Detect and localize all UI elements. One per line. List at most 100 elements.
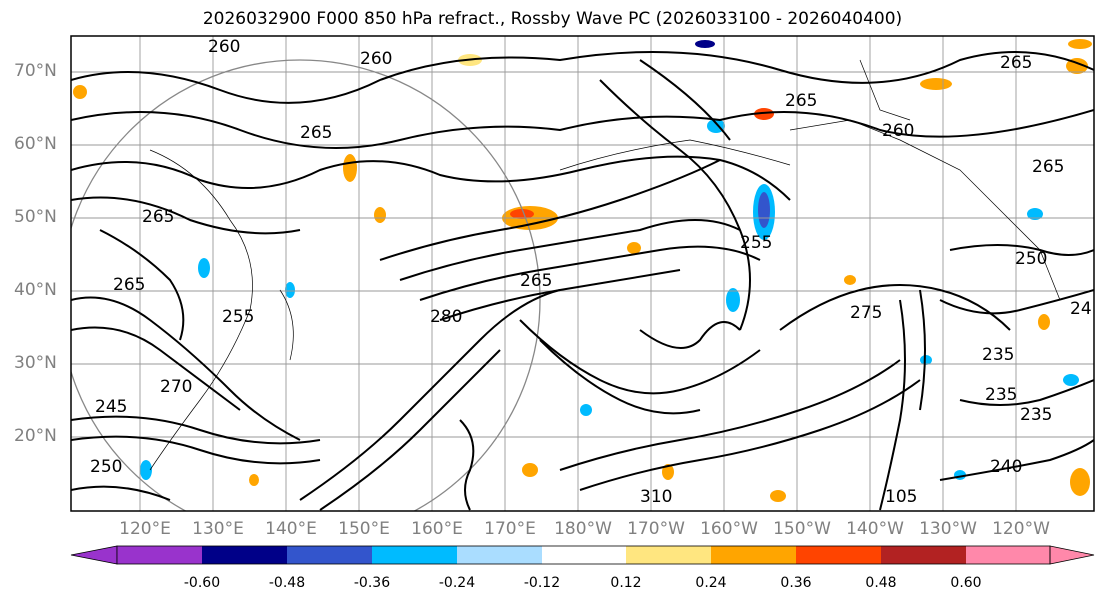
colorbar-tick-label: 0.60 xyxy=(950,575,982,591)
colorbar-tick-label: 0.12 xyxy=(610,575,642,591)
contour-label: 235 xyxy=(982,345,1014,365)
lat-label: 50°N xyxy=(14,207,57,227)
anomaly-patch xyxy=(249,474,259,486)
contour-label: 250 xyxy=(1015,249,1047,269)
contour-label: 265 xyxy=(785,91,817,111)
colorbar-segment xyxy=(202,546,287,564)
anomaly-patch xyxy=(343,154,357,182)
colorbar-segment xyxy=(372,546,457,564)
colorbar-tick-label: 0.24 xyxy=(695,575,727,591)
colorbar-tick-label: -0.12 xyxy=(523,575,561,591)
lon-label: 130°E xyxy=(192,519,244,539)
contour-label: 265 xyxy=(520,271,552,291)
contour-label: 270 xyxy=(160,377,192,397)
anomaly-patch xyxy=(844,275,856,285)
contour-label: 265 xyxy=(1000,53,1032,73)
anomaly-patch xyxy=(1068,39,1092,49)
contour-labels: 260 260 265 265 255 265 260 265 265 255 … xyxy=(90,37,1092,507)
lon-label: 170°W xyxy=(627,519,685,539)
anomaly-patch xyxy=(140,460,152,480)
contour-label: 260 xyxy=(360,49,392,69)
colorbar-segment xyxy=(966,546,1050,564)
contour-label: 240 xyxy=(990,457,1022,477)
lon-label: 150°W xyxy=(773,519,831,539)
colorbar-segment xyxy=(796,546,881,564)
colorbar-segment xyxy=(626,546,711,564)
contour-label: 265 xyxy=(1032,157,1064,177)
contour-label: 255 xyxy=(740,233,772,253)
anomaly-patch xyxy=(580,404,592,416)
colorbar-outline xyxy=(116,545,1051,565)
colorbar-tick-label: -0.60 xyxy=(183,575,221,591)
colorbar-tick-label: -0.48 xyxy=(268,575,306,591)
lon-label: 140°E xyxy=(265,519,317,539)
anomaly-patch xyxy=(627,242,641,254)
anomaly-patch xyxy=(754,108,774,120)
lon-label: 140°W xyxy=(846,519,904,539)
colorbar-tick-label: -0.24 xyxy=(438,575,476,591)
lat-label: 70°N xyxy=(14,61,57,81)
colorbar-segment xyxy=(457,546,542,564)
contour-label: 265 xyxy=(300,123,332,143)
anomaly-patch xyxy=(1027,208,1043,220)
anomaly-patch xyxy=(726,288,740,312)
lon-label: 120°W xyxy=(992,519,1050,539)
lon-label: 130°W xyxy=(919,519,977,539)
colorbar-segment xyxy=(117,546,202,564)
contour-label: 245 xyxy=(95,397,127,417)
anomaly-patch xyxy=(374,207,386,223)
contour-label: 260 xyxy=(882,121,914,141)
anomaly-patch xyxy=(662,464,674,480)
anomaly-patch xyxy=(522,463,538,477)
contour-label: 265 xyxy=(142,207,174,227)
contour-label: 280 xyxy=(430,307,462,327)
colorbar-segment xyxy=(881,546,966,564)
lat-label: 20°N xyxy=(14,426,57,446)
colorbar-tick-label: 0.36 xyxy=(780,575,812,591)
contour-label: 24 xyxy=(1070,299,1092,319)
contour-label: 310 xyxy=(640,487,672,507)
lat-label: 30°N xyxy=(14,353,57,373)
contour-label: 235 xyxy=(985,385,1017,405)
colorbar-segment xyxy=(287,546,372,564)
contour-label: 105 xyxy=(885,487,917,507)
contour-label: 235 xyxy=(1020,405,1052,425)
lon-label: 120°E xyxy=(119,519,171,539)
anomaly-patch xyxy=(285,282,295,298)
colorbar-segment xyxy=(711,546,796,564)
lon-label: 180°W xyxy=(554,519,612,539)
contour-label: 255 xyxy=(222,307,254,327)
colorbar-extend-right xyxy=(1049,545,1095,565)
map-title: 2026032900 F000 850 hPa refract., Rossby… xyxy=(202,9,903,29)
colorbar-tick-label: 0.48 xyxy=(865,575,897,591)
lat-label: 60°N xyxy=(14,134,57,154)
anomaly-patch xyxy=(920,78,952,90)
anomaly-patch xyxy=(695,40,715,48)
map-frame xyxy=(70,35,1095,512)
colorbar-segment xyxy=(542,546,626,564)
lat-label: 40°N xyxy=(14,280,57,300)
contour-label: 250 xyxy=(90,457,122,477)
anomaly-patch xyxy=(920,355,932,365)
anomaly-patch xyxy=(770,490,786,502)
anomaly-patch xyxy=(758,192,770,228)
lon-label: 170°E xyxy=(484,519,536,539)
contour-label: 260 xyxy=(208,37,240,57)
anomaly-patch xyxy=(73,85,87,99)
anomaly-patch xyxy=(510,209,534,219)
lon-label: 150°E xyxy=(338,519,390,539)
anomaly-patch xyxy=(1063,374,1079,386)
contour-label: 265 xyxy=(113,275,145,295)
colorbar xyxy=(70,545,1095,565)
colorbar-tick-label: -0.36 xyxy=(353,575,391,591)
anomaly-patch xyxy=(1070,468,1090,496)
contour-label: 275 xyxy=(850,303,882,323)
colorbar-extend-left xyxy=(70,545,118,565)
anomaly-patch xyxy=(198,258,210,278)
contour-lines xyxy=(71,51,1094,511)
lon-label: 160°E xyxy=(411,519,463,539)
anomaly-patch xyxy=(1038,314,1050,330)
lon-label: 160°W xyxy=(700,519,758,539)
shading-layer xyxy=(73,39,1092,502)
